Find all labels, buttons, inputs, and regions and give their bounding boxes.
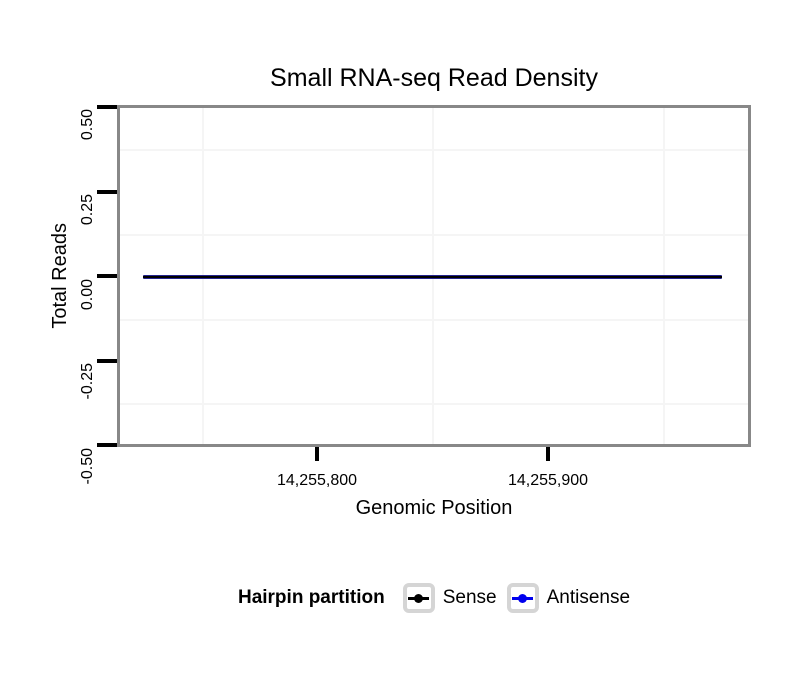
x-tick-label: 14,255,900 [507, 472, 589, 489]
y-axis-title: Total Reads [49, 223, 71, 329]
legend-title: Hairpin partition [237, 587, 385, 608]
gridline-minor-y-0.125 [120, 234, 748, 236]
y-axis-tick--0.25 [97, 359, 117, 363]
gridline-minor-y-0.375 [120, 149, 748, 151]
gridline-minor-y--0.375 [120, 403, 748, 405]
y-tick-label: -0.25 [79, 363, 96, 400]
y-axis-tick-0.00 [97, 274, 117, 278]
y-tick-label: 0.25 [79, 194, 96, 226]
antisense-line-dot-icon [512, 593, 534, 604]
x-axis-title: Genomic Position [355, 497, 513, 519]
legend-key-antisense [506, 583, 539, 613]
legend: Hairpin partition Sense Antisense [117, 581, 751, 615]
y-axis-title-wrap: Total Reads [44, 105, 76, 447]
y-tick-label: 0.00 [79, 279, 96, 311]
sense-line-dot-icon [408, 593, 430, 604]
y-axis-tick-0.25 [97, 190, 117, 194]
y-tick-label: -0.50 [79, 448, 96, 485]
legend-key-sense [402, 583, 435, 613]
y-axis-tick-0.50 [97, 105, 117, 109]
legend-label-antisense: Antisense [546, 587, 631, 608]
y-tick-label: 0.50 [79, 109, 96, 141]
chart-title: Small RNA-seq Read Density [270, 64, 598, 92]
plot-panel [117, 105, 751, 447]
x-tick-label: 14,255,800 [276, 472, 358, 489]
legend-label-sense: Sense [442, 587, 497, 608]
x-axis-tick-14255800 [315, 447, 319, 461]
gridline-minor-y--0.125 [120, 319, 748, 321]
y-axis-tick--0.50 [97, 443, 117, 447]
x-axis-tick-14255900 [546, 447, 550, 461]
sense-series-line [143, 276, 722, 278]
